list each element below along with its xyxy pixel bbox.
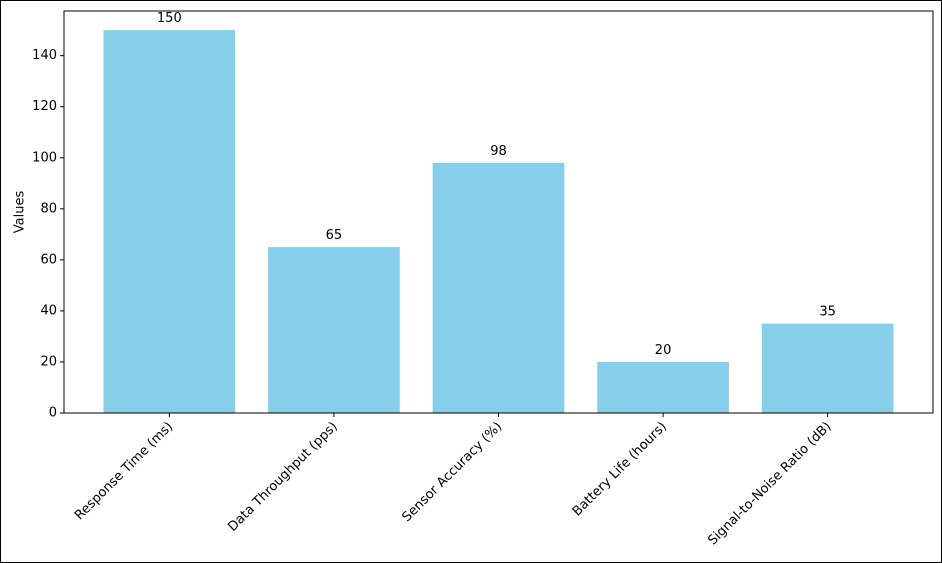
bar: [432, 162, 565, 413]
y-tick-label: 120: [32, 99, 57, 114]
y-tick-label: 20: [40, 354, 57, 369]
y-tick-label: 80: [40, 201, 57, 216]
y-tick-label: 140: [32, 48, 57, 63]
bar: [268, 247, 400, 413]
data-label: 35: [819, 305, 836, 320]
data-label: 20: [655, 343, 672, 358]
y-tick-label: 100: [32, 150, 57, 165]
bar: [761, 323, 894, 413]
y-tick-label: 0: [49, 406, 57, 421]
bar: [103, 30, 236, 414]
data-label: 65: [326, 228, 343, 243]
data-label: 150: [157, 11, 182, 26]
y-tick-label: 60: [40, 252, 57, 267]
plot-frame: [63, 10, 934, 414]
y-axis-label: Values: [13, 191, 28, 234]
bar: [597, 361, 729, 413]
data-label: 98: [490, 144, 507, 159]
y-tick-label: 40: [40, 303, 57, 318]
